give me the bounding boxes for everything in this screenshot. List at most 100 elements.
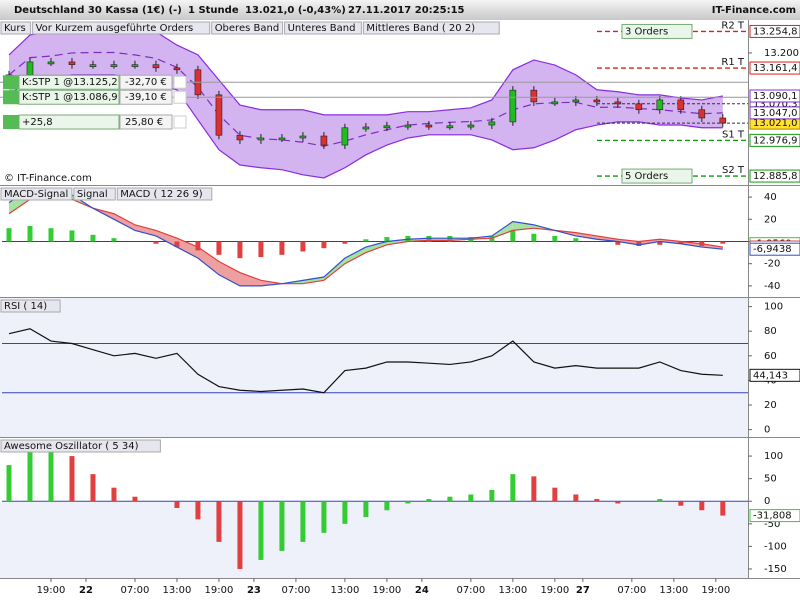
macd-fill	[575, 232, 597, 240]
legend-chip	[362, 21, 500, 35]
level-name: S2 T	[722, 165, 745, 176]
x-tick-label: 07:00	[121, 585, 150, 596]
oscillator-bar	[678, 501, 684, 506]
y-tick-label: 60	[764, 351, 777, 362]
oscillator-bar	[69, 456, 75, 502]
last-value-label-box	[749, 242, 800, 256]
last-value-label: 13.090,1	[753, 91, 798, 102]
histogram-bar	[657, 241, 663, 245]
candle	[509, 89, 517, 123]
candle	[299, 135, 307, 139]
y-tick-label: 13.200	[764, 48, 799, 59]
panel-shade	[0, 501, 748, 578]
legend-chip	[284, 21, 362, 35]
oscillator-bar	[594, 498, 600, 502]
datetime: 27.11.2017 20:25:15	[348, 5, 465, 16]
histogram-bar	[153, 241, 159, 244]
x-tick-label: 07:00	[617, 585, 646, 596]
macd-fill	[323, 258, 345, 281]
brand: IT-Finance.com	[712, 5, 796, 16]
candle	[635, 103, 643, 111]
candle	[656, 99, 664, 111]
y-tick-label: 0	[764, 496, 770, 507]
order-text: +25,8	[22, 117, 53, 128]
order-close[interactable]	[173, 115, 187, 129]
candle	[341, 127, 349, 146]
x-tick-label: 19:00	[37, 585, 66, 596]
oscillator-bar	[321, 501, 327, 533]
order-pnl-box	[119, 74, 173, 90]
last-value-label-box	[749, 89, 800, 103]
level-value: 13.254,8	[753, 26, 798, 37]
last-value-label: -31,808	[753, 511, 792, 522]
price-label: 13.070,3	[753, 99, 798, 110]
order-icon	[3, 75, 19, 90]
candle	[698, 109, 706, 119]
middle-band	[8, 51, 723, 147]
order-group: 5 Orders	[625, 171, 668, 182]
level-value: 12.976,9	[753, 135, 798, 146]
candle	[383, 125, 391, 129]
legend-chip	[116, 187, 213, 201]
macd-fill	[113, 213, 135, 231]
histogram-bar	[258, 241, 264, 258]
level-name: R1 T	[721, 57, 744, 68]
order-text: K:STP 1 @13.125,2	[22, 77, 118, 88]
panel-bg	[0, 298, 748, 437]
level-name: R2 T	[721, 20, 744, 31]
oscillator-bar	[720, 501, 726, 516]
legend-label: Kurs	[4, 23, 26, 34]
x-tick-label: 13:00	[163, 585, 192, 596]
candle	[593, 99, 601, 103]
candle	[257, 137, 265, 141]
x-tick-label: 13:00	[659, 585, 688, 596]
macd-fill	[197, 247, 219, 275]
order-group-box	[621, 23, 693, 39]
price: 13.021,0 (-0,43%)	[245, 5, 346, 16]
histogram-bar	[300, 241, 306, 252]
legend-chip	[32, 21, 211, 35]
x-tick-label: 22	[79, 585, 93, 596]
macd-fill	[134, 224, 156, 236]
y-tick-label: -40	[764, 281, 780, 292]
histogram-bar	[216, 241, 222, 255]
candle	[68, 61, 76, 65]
candle	[425, 124, 433, 128]
oscillator-bar	[111, 487, 117, 502]
histogram-bar	[636, 241, 642, 246]
oscillator-bar	[426, 498, 432, 502]
order-box	[18, 74, 120, 90]
legend-chip	[211, 21, 284, 35]
x-tick-label: 13:00	[498, 585, 527, 596]
histogram-bar	[615, 241, 621, 245]
legend-label: RSI ( 14)	[4, 301, 47, 312]
last-value-label: 13.047,0	[753, 108, 798, 119]
histogram-bar	[720, 241, 726, 244]
oscillator-bar	[615, 501, 621, 504]
oscillator-bar	[699, 501, 705, 511]
histogram-bar	[27, 225, 33, 242]
candle	[215, 94, 223, 136]
candle	[488, 121, 496, 126]
legend-label: Vor Kurzem ausgeführte Orders	[36, 23, 194, 34]
x-tick-label: 27	[576, 585, 590, 596]
candle	[677, 99, 685, 111]
level-value-box	[749, 169, 800, 183]
order-pnl: -32,70 €	[125, 77, 167, 88]
order-close[interactable]	[173, 90, 187, 104]
macd-line	[8, 187, 723, 287]
legend-label: Oberes Band	[215, 23, 279, 34]
histogram-bar	[90, 234, 96, 242]
header-bar	[0, 0, 800, 20]
legend-label: MACD ( 12 26 9)	[120, 189, 202, 200]
order-close[interactable]	[173, 75, 187, 89]
oscillator-bar	[363, 501, 369, 518]
histogram-bar	[510, 230, 516, 242]
y-tick-label: 50	[764, 474, 777, 485]
last-price: 13.021,0	[753, 118, 798, 129]
y-tick-label: 80	[764, 326, 777, 337]
histogram-bar	[237, 241, 243, 259]
level-value: 13.161,4	[753, 63, 798, 74]
order-pnl-box	[119, 114, 173, 130]
order-text: K:STP 1 @13.086,9	[22, 92, 118, 103]
